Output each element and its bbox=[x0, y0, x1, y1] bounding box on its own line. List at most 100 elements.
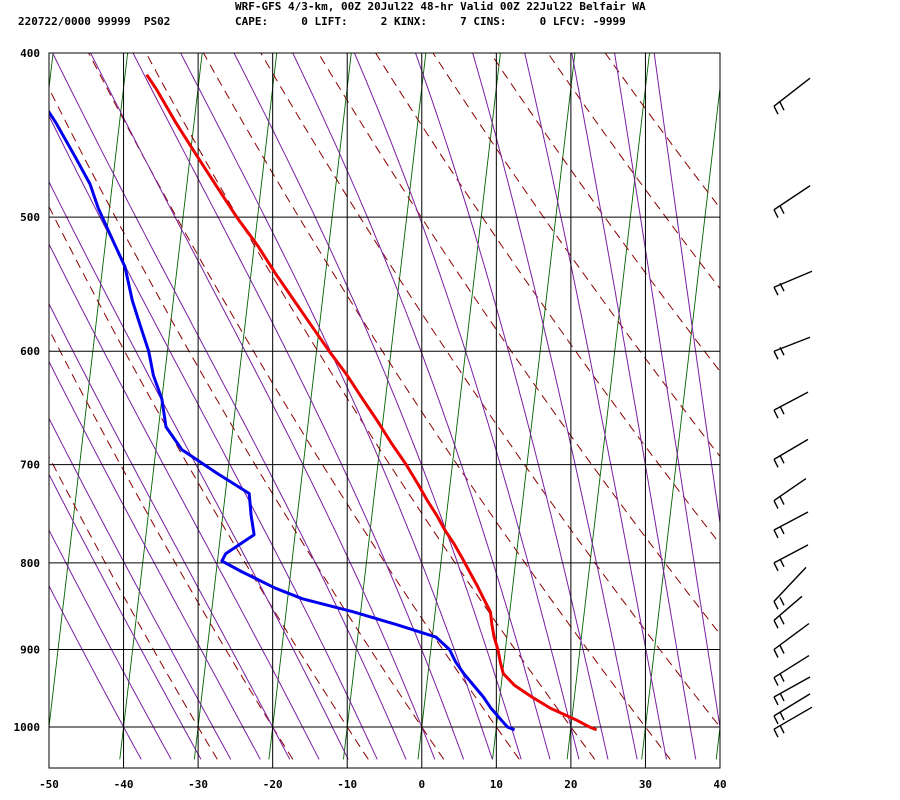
wind-barb-flag bbox=[773, 105, 779, 115]
x-tick-label: 20 bbox=[564, 778, 577, 791]
wind-barb-shaft bbox=[773, 336, 811, 352]
wind-barb-flag bbox=[779, 711, 785, 721]
wind-barb bbox=[773, 477, 807, 509]
wind-barb-flag bbox=[779, 616, 785, 625]
pressure-axis-ticks: 400 500 600 700 800 900 1000 bbox=[14, 47, 41, 734]
wind-barb bbox=[773, 544, 809, 572]
dry-adiabat bbox=[88, 53, 520, 760]
isotherm-line bbox=[342, 53, 427, 760]
wind-barb-flag bbox=[779, 455, 785, 464]
moist-adiabat bbox=[49, 360, 261, 760]
wind-barb bbox=[773, 270, 813, 296]
wind-barb-shaft bbox=[773, 595, 803, 621]
moist-adiabat bbox=[472, 53, 638, 760]
wind-barb-flag bbox=[773, 562, 779, 572]
moist-adiabat bbox=[49, 243, 320, 760]
moist-adiabat bbox=[180, 53, 493, 760]
moist-adiabat bbox=[571, 53, 697, 760]
moist-adiabat bbox=[49, 180, 349, 760]
background-lines bbox=[49, 34, 876, 760]
moist-adiabat bbox=[132, 53, 465, 760]
dry-adiabat bbox=[49, 205, 369, 760]
isotherm-line bbox=[492, 53, 576, 760]
isotherm-line bbox=[566, 53, 650, 760]
dry-adiabat bbox=[547, 53, 720, 290]
wind-barb-flag bbox=[779, 525, 785, 535]
moist-adiabat bbox=[49, 302, 291, 760]
wind-barb-flag bbox=[773, 529, 779, 539]
dry-adiabat bbox=[49, 87, 445, 760]
temperature-line bbox=[145, 73, 598, 732]
x-axis-ticks: -50 -40 -30 -20 -10 0 10 20 30 40 bbox=[39, 778, 727, 791]
wind-barb-flag bbox=[779, 724, 785, 734]
wind-barb bbox=[773, 676, 811, 706]
wind-barb-flag bbox=[773, 601, 779, 610]
wind-barb-flag bbox=[773, 350, 779, 360]
wind-barb bbox=[773, 511, 809, 539]
wind-barb bbox=[773, 693, 811, 725]
wind-barb bbox=[773, 595, 803, 629]
wind-barb-shaft bbox=[773, 693, 811, 717]
wind-barb-flag bbox=[773, 649, 779, 658]
moist-adiabat bbox=[524, 53, 667, 760]
pressure-tick-label: 700 bbox=[20, 459, 40, 472]
stability-indices: CAPE: 0 LIFT: 2 KINX: 7 CINS: 0 LFCV: -9… bbox=[235, 15, 626, 28]
wind-barb bbox=[773, 566, 807, 610]
x-tick-label: 10 bbox=[490, 778, 503, 791]
wind-barb-flag bbox=[773, 409, 779, 419]
wind-barb-flag bbox=[773, 728, 779, 738]
wind-barb bbox=[773, 622, 810, 658]
dry-adiabat bbox=[432, 53, 720, 458]
wind-barb-flag bbox=[773, 286, 779, 296]
moist-adiabat bbox=[49, 529, 172, 760]
isotherm-line bbox=[791, 34, 876, 759]
wind-barb-shaft bbox=[773, 477, 807, 502]
moist-adiabat bbox=[414, 53, 609, 760]
wind-barb-flag bbox=[779, 346, 785, 356]
wind-barb-flag bbox=[779, 597, 785, 606]
wind-barb-shaft bbox=[773, 77, 811, 107]
x-tick-label: -30 bbox=[188, 778, 208, 791]
wind-barb-flag bbox=[773, 209, 779, 219]
station-info: 220722/0000 99999 PS02 bbox=[18, 15, 171, 28]
wind-barbs bbox=[773, 77, 813, 738]
wind-barb-shaft bbox=[773, 566, 807, 602]
pressure-tick-label: 800 bbox=[20, 557, 40, 570]
wind-barb-shaft bbox=[773, 654, 810, 679]
wind-barb-shaft bbox=[773, 622, 810, 651]
wind-barb-shaft bbox=[773, 185, 811, 211]
wind-barb bbox=[773, 706, 813, 738]
x-tick-label: -10 bbox=[337, 778, 357, 791]
x-tick-label: 0 bbox=[418, 778, 425, 791]
wind-barb-flag bbox=[773, 620, 779, 629]
x-tick-label: -40 bbox=[114, 778, 134, 791]
wind-barb-shaft bbox=[773, 511, 809, 531]
wind-barb-flag bbox=[773, 715, 779, 725]
x-tick-label: 30 bbox=[639, 778, 652, 791]
wind-barb-shaft bbox=[773, 544, 809, 564]
x-tick-label: -20 bbox=[263, 778, 283, 791]
wind-barb bbox=[773, 77, 811, 115]
dry-adiabat bbox=[202, 53, 671, 760]
wind-barb bbox=[773, 654, 810, 686]
isotherm-line bbox=[715, 723, 720, 760]
isotherm-line bbox=[417, 53, 501, 760]
pressure-tick-label: 1000 bbox=[14, 721, 41, 734]
moist-adiabat bbox=[52, 53, 407, 760]
wind-barb-flag bbox=[773, 677, 779, 686]
isotherm-line bbox=[49, 53, 129, 731]
wind-barb bbox=[773, 438, 809, 468]
moist-adiabat bbox=[49, 584, 142, 760]
pressure-tick-label: 900 bbox=[20, 643, 40, 656]
moist-adiabat bbox=[49, 473, 202, 760]
wind-barb-flag bbox=[773, 696, 779, 706]
chart-title: WRF-GFS 4/3-km, 00Z 20Jul22 48-hr Valid … bbox=[235, 0, 646, 13]
isotherm-line bbox=[193, 53, 278, 760]
pressure-tick-label: 600 bbox=[20, 345, 40, 358]
pressure-tick-label: 400 bbox=[20, 47, 40, 60]
wind-barb-flag bbox=[779, 205, 785, 215]
wind-barb-flag bbox=[779, 282, 785, 292]
wind-barb bbox=[773, 391, 809, 419]
wind-barb-flag bbox=[779, 496, 785, 505]
